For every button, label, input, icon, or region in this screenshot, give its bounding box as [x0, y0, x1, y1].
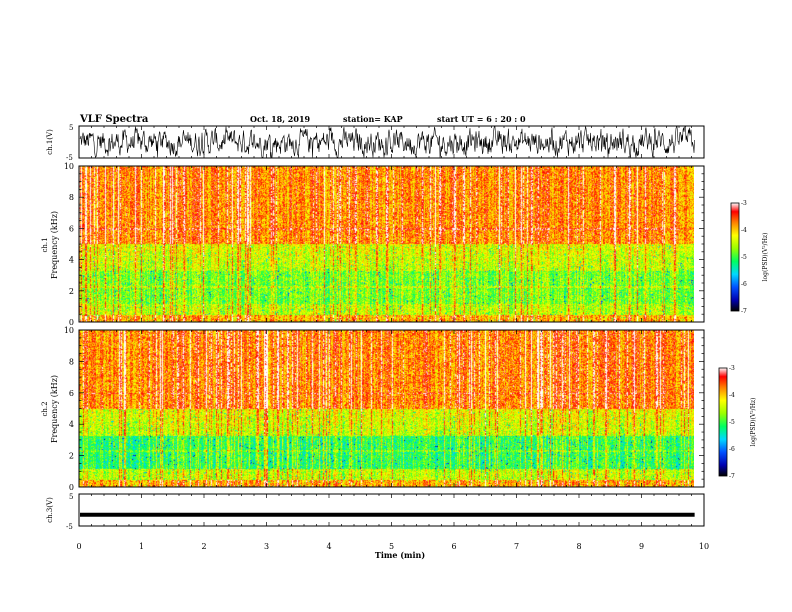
ch3-ytick-top: 5 — [69, 493, 73, 501]
ch1-spectrogram-ytick-labels: 0 2 4 6 8 10 — [64, 162, 74, 327]
frequency-tick-label: 2 — [69, 287, 74, 296]
start-time-text: start UT = 6 : 20 : 0 — [437, 114, 526, 124]
time-tick-label: 3 — [264, 542, 269, 551]
time-tick-label: 8 — [576, 542, 581, 551]
ch2-spec-ylabel-frequency: Frequency (kHz) — [50, 375, 59, 443]
x-axis-label: Time (min) — [375, 550, 425, 560]
frequency-tick-label: 10 — [64, 326, 74, 335]
frequency-tick-label: 8 — [69, 357, 74, 366]
time-tick-label: 9 — [639, 542, 644, 551]
time-tick-label: 4 — [326, 542, 331, 551]
ch3-waveform-ticks — [78, 494, 705, 526]
frequency-tick-label: 10 — [64, 162, 74, 171]
colorbar-tick-label: -6 — [741, 281, 747, 288]
station-text: station= KAP — [343, 114, 403, 124]
frequency-tick-label: 6 — [69, 389, 74, 398]
ch2-spec-ylabel-channel: ch.2 — [41, 401, 49, 416]
ch1-ylabel: ch.1(V) — [46, 129, 54, 155]
ch1-colorbar — [730, 202, 740, 312]
ch2-spectrogram-ticks — [78, 329, 705, 488]
ch1-colorbar-label: log(PSD)(V²/Hz) — [762, 233, 769, 282]
ch1-spec-ylabel-frequency: Frequency (kHz) — [50, 211, 59, 279]
colorbar-tick-label: -6 — [729, 446, 735, 453]
time-tick-label: 0 — [76, 542, 81, 551]
ch2-colorbar — [718, 367, 728, 477]
frequency-tick-label: 2 — [69, 452, 74, 461]
colorbar-tick-label: -7 — [729, 473, 735, 480]
colorbar-tick-label: -4 — [729, 392, 735, 399]
colorbar-tick-label: -7 — [741, 308, 747, 315]
colorbar-tick-label: -5 — [729, 419, 735, 426]
ch1-colorbar-tick-labels: -3 -4 -5 -6 -7 — [741, 200, 747, 315]
colorbar-tick-label: -3 — [741, 200, 747, 207]
frequency-tick-label: 4 — [69, 420, 74, 429]
ch1-spectrogram-image — [79, 166, 694, 322]
time-tick-label: 7 — [514, 542, 519, 551]
colorbar-tick-label: -4 — [741, 227, 747, 234]
frequency-tick-label: 4 — [69, 256, 74, 265]
ch2-spectrogram-image — [79, 330, 694, 487]
ch1-waveform-line — [79, 126, 695, 159]
time-tick-label: 5 — [389, 542, 394, 551]
ch3-waveform-frame — [78, 493, 705, 527]
ch1-waveform-panel: 5 -5 ch.1(V) — [46, 124, 705, 162]
ch1-ytick-bottom: -5 — [66, 154, 73, 162]
time-tick-label: 6 — [451, 542, 456, 551]
ch3-waveform-panel: 5 -5 ch.3(V) — [46, 493, 705, 531]
frequency-tick-label: 0 — [69, 483, 74, 492]
ch1-ytick-top: 5 — [69, 124, 73, 132]
colorbar-tick-label: -5 — [741, 254, 747, 261]
ch2-colorbar-tick-labels: -3 -4 -5 -6 -7 — [729, 365, 735, 480]
ch2-colorbar-label: log(PSD)(V²/Hz) — [750, 398, 757, 447]
ch2-spectrogram-ytick-labels: 0 2 4 6 8 10 — [64, 326, 74, 492]
time-tick-label: 1 — [139, 542, 144, 551]
date-text: Oct. 18, 2019 — [250, 114, 311, 124]
ch1-spectrogram-ticks — [78, 165, 705, 323]
x-axis-tick-labels: 0 1 2 3 4 5 6 7 8 9 10 — [76, 542, 709, 551]
frequency-tick-label: 0 — [69, 318, 74, 327]
ch3-ytick-bottom: -5 — [66, 523, 73, 531]
frequency-tick-label: 8 — [69, 193, 74, 202]
frequency-tick-label: 6 — [69, 224, 74, 233]
ch1-spec-ylabel-channel: ch.1 — [41, 237, 49, 252]
time-tick-label: 10 — [699, 542, 709, 551]
ch1-waveform-ticks — [78, 126, 705, 158]
colorbar-tick-label: -3 — [729, 365, 735, 372]
figure-title: VLF Spectra — [79, 114, 149, 125]
time-tick-label: 2 — [201, 542, 206, 551]
ch3-ylabel: ch.3(V) — [46, 497, 54, 523]
